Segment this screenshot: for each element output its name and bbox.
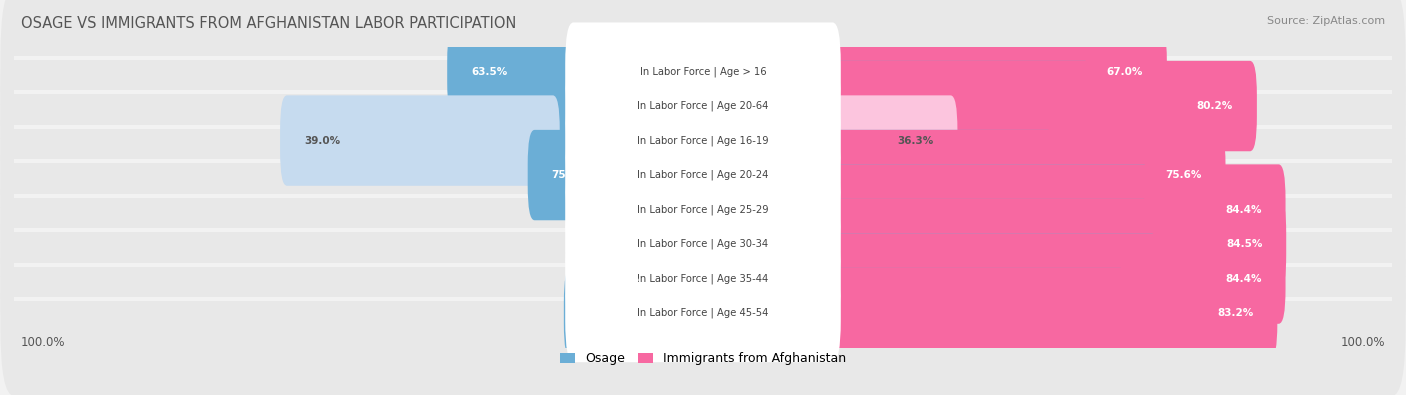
FancyBboxPatch shape <box>0 230 1406 395</box>
FancyBboxPatch shape <box>565 57 841 155</box>
FancyBboxPatch shape <box>696 130 1226 220</box>
FancyBboxPatch shape <box>527 130 1054 220</box>
Legend: Osage, Immigrants from Afghanistan: Osage, Immigrants from Afghanistan <box>560 352 846 365</box>
Text: Source: ZipAtlas.com: Source: ZipAtlas.com <box>1267 16 1385 26</box>
Text: 100.0%: 100.0% <box>21 336 66 349</box>
FancyBboxPatch shape <box>0 58 1406 224</box>
Text: In Labor Force | Age 20-64: In Labor Force | Age 20-64 <box>637 101 769 111</box>
Text: 67.0%: 67.0% <box>1107 66 1143 77</box>
FancyBboxPatch shape <box>0 23 1406 189</box>
FancyBboxPatch shape <box>575 199 1150 289</box>
FancyBboxPatch shape <box>579 233 1159 324</box>
Text: 78.0%: 78.0% <box>569 101 606 111</box>
FancyBboxPatch shape <box>565 160 841 259</box>
FancyBboxPatch shape <box>546 61 1092 151</box>
Text: 100.0%: 100.0% <box>1340 336 1385 349</box>
Text: 36.3%: 36.3% <box>897 135 934 146</box>
Text: In Labor Force | Age > 16: In Labor Force | Age > 16 <box>640 66 766 77</box>
Text: In Labor Force | Age 45-54: In Labor Force | Age 45-54 <box>637 308 769 318</box>
Text: In Labor Force | Age 35-44: In Labor Force | Age 35-44 <box>637 273 769 284</box>
Text: 84.5%: 84.5% <box>1226 239 1263 249</box>
FancyBboxPatch shape <box>0 161 1406 327</box>
Text: 80.6%: 80.6% <box>588 308 624 318</box>
Text: 84.4%: 84.4% <box>1225 205 1261 214</box>
Text: 83.2%: 83.2% <box>1218 308 1254 318</box>
Text: 75.6%: 75.6% <box>1166 170 1202 180</box>
FancyBboxPatch shape <box>696 61 1257 151</box>
FancyBboxPatch shape <box>0 127 1406 292</box>
Text: 80.2%: 80.2% <box>1197 101 1233 111</box>
FancyBboxPatch shape <box>564 268 1128 358</box>
Text: In Labor Force | Age 30-34: In Labor Force | Age 30-34 <box>637 239 769 249</box>
FancyBboxPatch shape <box>696 199 1286 289</box>
FancyBboxPatch shape <box>696 95 957 186</box>
FancyBboxPatch shape <box>696 233 1285 324</box>
Text: In Labor Force | Age 20-24: In Labor Force | Age 20-24 <box>637 170 769 181</box>
Text: 82.3%: 82.3% <box>599 205 636 214</box>
Text: 39.0%: 39.0% <box>304 135 340 146</box>
FancyBboxPatch shape <box>280 95 560 186</box>
FancyBboxPatch shape <box>696 268 1277 358</box>
FancyBboxPatch shape <box>565 92 841 190</box>
Text: 82.9%: 82.9% <box>603 274 640 284</box>
FancyBboxPatch shape <box>565 195 841 293</box>
Text: 63.5%: 63.5% <box>471 66 508 77</box>
FancyBboxPatch shape <box>447 26 894 117</box>
FancyBboxPatch shape <box>565 229 841 328</box>
FancyBboxPatch shape <box>0 196 1406 361</box>
FancyBboxPatch shape <box>565 264 841 362</box>
Text: OSAGE VS IMMIGRANTS FROM AFGHANISTAN LABOR PARTICIPATION: OSAGE VS IMMIGRANTS FROM AFGHANISTAN LAB… <box>21 16 516 31</box>
FancyBboxPatch shape <box>696 26 1167 117</box>
FancyBboxPatch shape <box>565 23 841 120</box>
FancyBboxPatch shape <box>565 126 841 224</box>
Text: In Labor Force | Age 25-29: In Labor Force | Age 25-29 <box>637 204 769 215</box>
Text: 84.4%: 84.4% <box>1225 274 1261 284</box>
Text: 75.3%: 75.3% <box>551 170 588 180</box>
FancyBboxPatch shape <box>696 164 1285 255</box>
FancyBboxPatch shape <box>575 164 1150 255</box>
FancyBboxPatch shape <box>0 0 1406 154</box>
Text: In Labor Force | Age 16-19: In Labor Force | Age 16-19 <box>637 135 769 146</box>
FancyBboxPatch shape <box>0 92 1406 258</box>
Text: 82.3%: 82.3% <box>599 239 636 249</box>
